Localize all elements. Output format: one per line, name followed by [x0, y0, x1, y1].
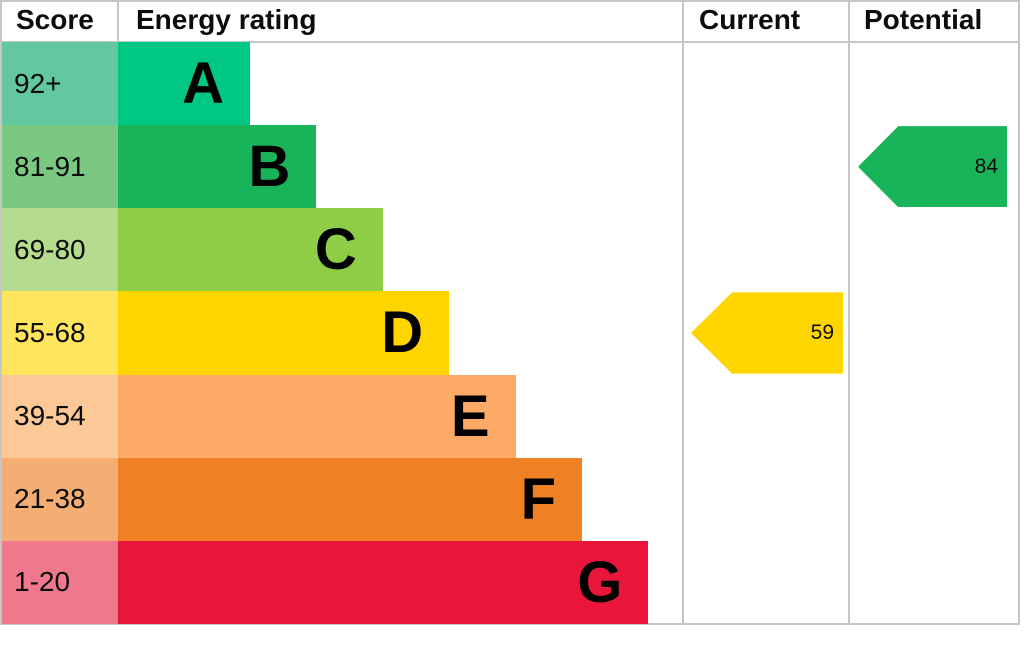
header-bottom-border	[0, 41, 1020, 43]
band-bar: G	[118, 540, 649, 624]
band-bar: D	[118, 291, 450, 375]
table-left-border	[0, 0, 2, 625]
table-right-border	[1018, 0, 1020, 625]
header-current: Current	[699, 4, 801, 35]
band-bar: F	[118, 457, 582, 541]
band-score-cell: 55-68	[2, 291, 118, 375]
band-bar: A	[118, 42, 250, 126]
band-score-cell: 92+	[2, 42, 118, 126]
band-bar: E	[118, 374, 516, 458]
band-bar: B	[118, 125, 317, 209]
current-rating-arrow: 59	[691, 292, 843, 374]
score-column-divider	[117, 0, 119, 42]
current-rating-value: 59	[810, 320, 834, 344]
table-top-border	[0, 0, 1020, 2]
band-score-cell: 21-38	[2, 457, 118, 541]
band-score-cell: 1-20	[2, 540, 118, 624]
header-score: Score	[16, 4, 94, 35]
header-potential: Potential	[864, 4, 983, 35]
band-score-cell: 81-91	[2, 125, 118, 209]
potential-rating-arrow: 84	[858, 126, 1007, 208]
band-score-cell: 69-80	[2, 208, 118, 292]
potential-rating-value: 84	[974, 154, 998, 178]
potential-column-divider	[848, 0, 850, 625]
header-energy-rating: Energy rating	[136, 4, 317, 35]
current-column-divider	[682, 0, 684, 625]
band-bar: C	[118, 208, 383, 292]
band-score-cell: 39-54	[2, 374, 118, 458]
table-bottom-border	[0, 623, 1020, 625]
